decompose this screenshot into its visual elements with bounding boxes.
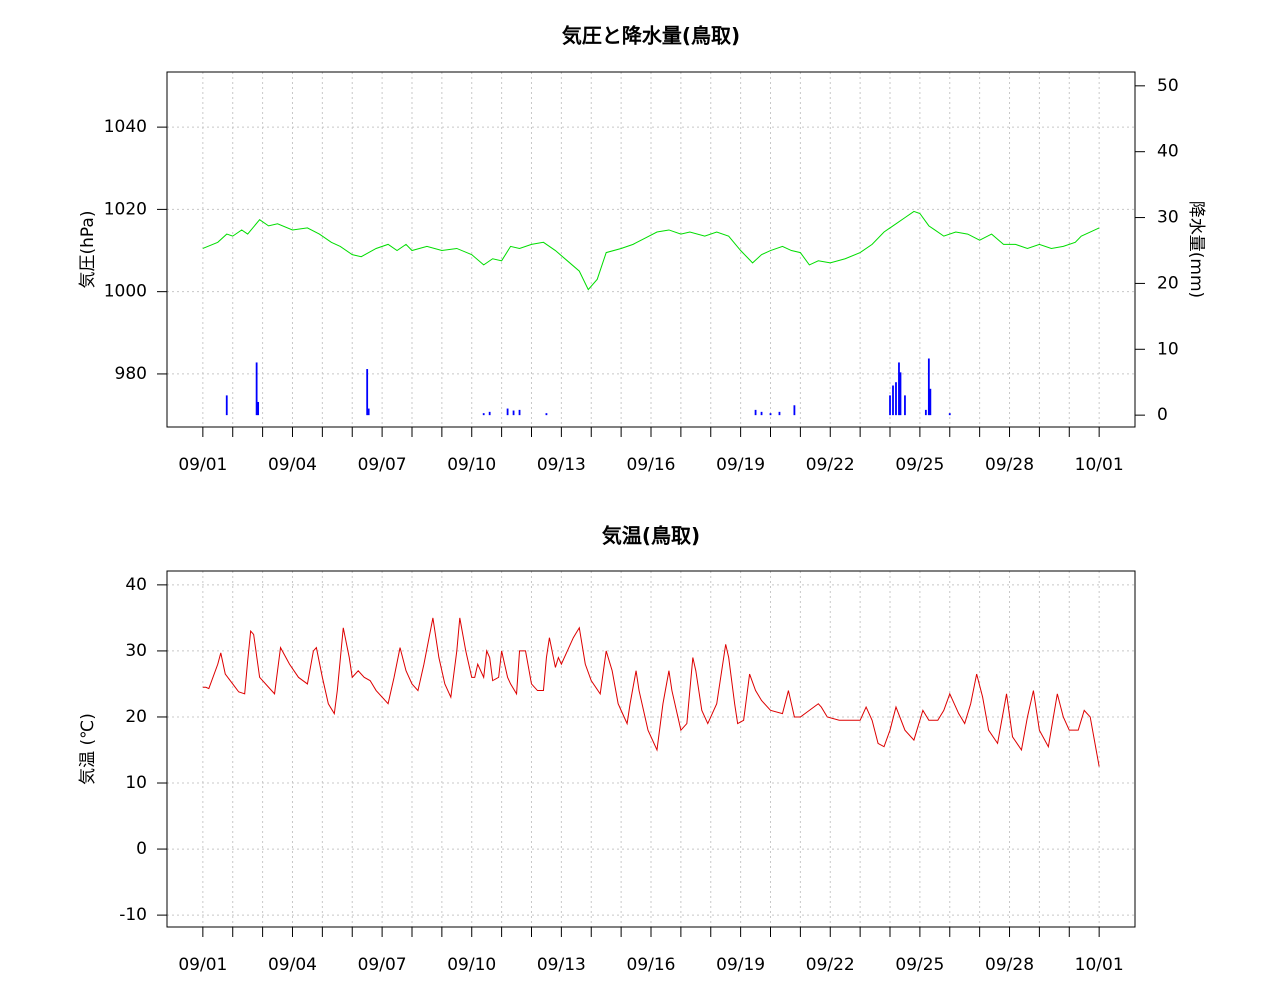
- bar: [754, 409, 757, 416]
- bar: [545, 413, 548, 416]
- x-tick-label: 09/16: [627, 455, 676, 475]
- x-tick-label: 09/19: [716, 455, 765, 475]
- y2-tick-label: 20: [1157, 273, 1179, 293]
- bar: [904, 395, 906, 416]
- y-axis-label: 気圧(hPa): [78, 211, 98, 289]
- y-tick-label: 30: [125, 641, 147, 661]
- bar: [793, 405, 796, 416]
- bar: [367, 408, 370, 416]
- bar: [488, 411, 491, 416]
- x-tick-label: 09/10: [447, 955, 496, 975]
- bar: [778, 411, 781, 416]
- x-tick-label: 09/13: [537, 955, 586, 975]
- x-tick-label: 09/01: [178, 455, 227, 475]
- bar: [257, 401, 260, 416]
- x-tick-label: 09/25: [895, 455, 944, 475]
- plot-frame: [166, 570, 1136, 928]
- x-tick-label: 09/25: [895, 955, 944, 975]
- bar: [948, 413, 951, 416]
- bar: [512, 410, 515, 416]
- x-tick-label: 09/04: [268, 955, 317, 975]
- x-tick-label: 09/22: [806, 455, 855, 475]
- y-tick-label: 1020: [104, 199, 147, 219]
- x-tick-label: 09/10: [447, 455, 496, 475]
- y-tick-label: 1040: [104, 117, 147, 137]
- y2-tick-label: 50: [1157, 76, 1179, 96]
- bar: [366, 369, 369, 416]
- x-tick-label: 10/01: [1075, 955, 1124, 975]
- y-tick-label: 10: [125, 773, 147, 793]
- chart-title: 気温(鳥取): [602, 524, 700, 548]
- bar: [769, 413, 772, 416]
- y-tick-label: 20: [125, 707, 147, 727]
- bar: [892, 385, 894, 416]
- x-tick-label: 09/19: [716, 955, 765, 975]
- bar: [929, 388, 932, 416]
- y2-tick-label: 0: [1157, 405, 1168, 425]
- x-tick-label: 09/07: [358, 455, 407, 475]
- y-tick-label: 1000: [104, 282, 147, 302]
- y-tick-label: -10: [119, 905, 147, 925]
- y2-tick-label: 30: [1157, 208, 1179, 228]
- bar: [518, 409, 521, 416]
- bar: [895, 382, 897, 416]
- chart-title: 気圧と降水量(鳥取): [562, 24, 740, 48]
- y2-axis-label: 降水量(mm): [1186, 201, 1206, 298]
- x-tick-label: 09/04: [268, 455, 317, 475]
- bar: [898, 362, 900, 416]
- y-axis-label: 気温 (℃): [78, 713, 98, 785]
- data-line: [202, 210, 1100, 291]
- bar: [924, 409, 927, 416]
- plot-frame: [166, 71, 1136, 428]
- x-tick-label: 09/13: [537, 455, 586, 475]
- y2-tick-label: 40: [1157, 142, 1179, 162]
- x-tick-label: 09/01: [178, 955, 227, 975]
- x-tick-label: 10/01: [1075, 455, 1124, 475]
- y-tick-label: 0: [136, 839, 147, 859]
- y-tick-label: 980: [115, 364, 147, 384]
- bar: [225, 395, 228, 416]
- bar: [255, 362, 258, 416]
- x-tick-label: 09/28: [985, 955, 1034, 975]
- bar: [482, 413, 485, 416]
- bar: [760, 411, 763, 416]
- x-tick-label: 09/22: [806, 955, 855, 975]
- bar: [889, 395, 891, 416]
- y-tick-label: 40: [125, 575, 147, 595]
- x-tick-label: 09/07: [358, 955, 407, 975]
- bar: [899, 372, 902, 416]
- bar: [506, 408, 509, 416]
- y2-tick-label: 10: [1157, 339, 1179, 359]
- x-tick-label: 09/28: [985, 455, 1034, 475]
- data-line: [202, 617, 1100, 767]
- x-tick-label: 09/16: [627, 955, 676, 975]
- bar: [927, 358, 930, 416]
